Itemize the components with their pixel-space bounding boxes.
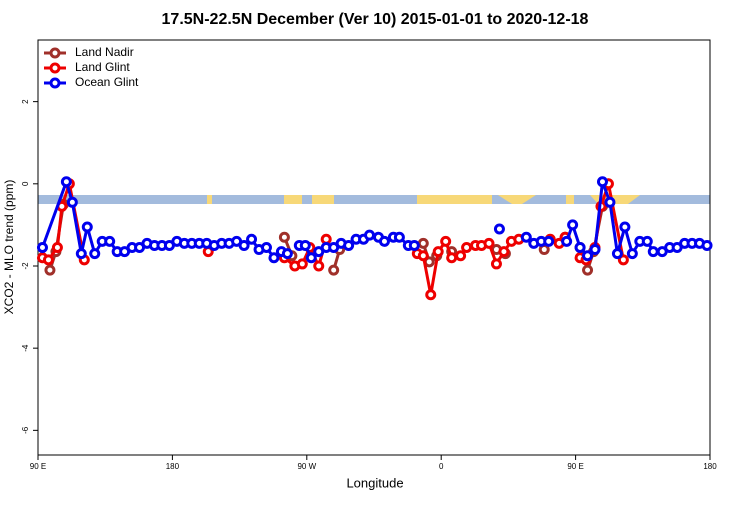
point <box>647 246 659 258</box>
point <box>378 235 390 247</box>
point <box>42 254 54 266</box>
x-tick-label: 180 <box>166 462 180 471</box>
point <box>520 231 532 243</box>
point <box>313 260 325 272</box>
legend-label: Ocean Glint <box>75 75 139 89</box>
point <box>567 219 579 231</box>
point <box>493 223 505 235</box>
point <box>281 248 293 260</box>
point <box>51 242 63 253</box>
land-band <box>566 195 574 204</box>
point <box>582 264 594 276</box>
land-band <box>312 195 334 204</box>
point <box>490 258 502 270</box>
point <box>604 196 616 208</box>
point <box>417 237 429 249</box>
point <box>393 231 405 243</box>
point <box>343 239 355 251</box>
point <box>461 242 473 253</box>
point <box>455 250 467 262</box>
x-tick-label: 90 E <box>30 462 46 471</box>
point <box>446 252 458 264</box>
y-axis-label: XCO2 - MLO trend (ppm) <box>2 180 16 315</box>
land-band <box>498 195 536 204</box>
ocean-band <box>38 195 710 204</box>
point <box>701 239 713 251</box>
land-band <box>417 195 492 204</box>
point <box>364 229 376 241</box>
y-tick-label: -6 <box>21 426 30 434</box>
point <box>305 252 317 264</box>
point <box>589 244 601 256</box>
point <box>81 221 93 233</box>
point <box>483 237 495 249</box>
x-axis-label: Longitude <box>346 475 403 490</box>
point <box>60 176 72 188</box>
y-tick-label: -4 <box>21 344 30 352</box>
point <box>425 289 437 301</box>
point <box>626 248 638 260</box>
point <box>36 242 48 253</box>
point <box>328 264 340 276</box>
point <box>75 248 87 260</box>
y-tick-label: 0 <box>21 181 30 186</box>
point <box>299 239 311 251</box>
legend-label: Land Nadir <box>75 45 134 59</box>
y-tick-label: 2 <box>21 99 30 104</box>
x-tick-label: 0 <box>439 462 444 471</box>
point <box>561 235 573 247</box>
point <box>44 264 56 276</box>
point <box>408 239 420 251</box>
point <box>268 252 280 264</box>
point <box>432 246 444 258</box>
legend-marker <box>49 77 61 89</box>
point <box>611 248 623 260</box>
point <box>498 246 510 258</box>
land-band <box>207 195 212 204</box>
point <box>582 250 594 262</box>
point <box>89 248 101 260</box>
point <box>617 254 629 266</box>
point <box>296 258 308 270</box>
point <box>238 239 250 251</box>
point <box>417 250 429 262</box>
point <box>596 176 608 188</box>
point <box>440 235 452 247</box>
y-tick-label: -2 <box>21 262 30 270</box>
legend-label: Land Glint <box>75 60 130 74</box>
point <box>619 221 631 233</box>
point <box>66 196 78 208</box>
chart-title: 17.5N-22.5N December (Ver 10) 2015-01-01… <box>162 11 589 28</box>
x-tick-label: 90 W <box>297 462 316 471</box>
point <box>246 233 258 245</box>
point <box>574 242 586 253</box>
point <box>641 235 653 247</box>
point <box>278 231 290 243</box>
x-tick-label: 90 E <box>567 462 583 471</box>
legend-marker <box>49 47 61 59</box>
point <box>104 235 116 247</box>
point <box>543 235 555 247</box>
x-tick-label: 180 <box>703 462 717 471</box>
point <box>260 242 272 253</box>
legend-marker <box>49 62 61 74</box>
land-band <box>284 195 302 204</box>
